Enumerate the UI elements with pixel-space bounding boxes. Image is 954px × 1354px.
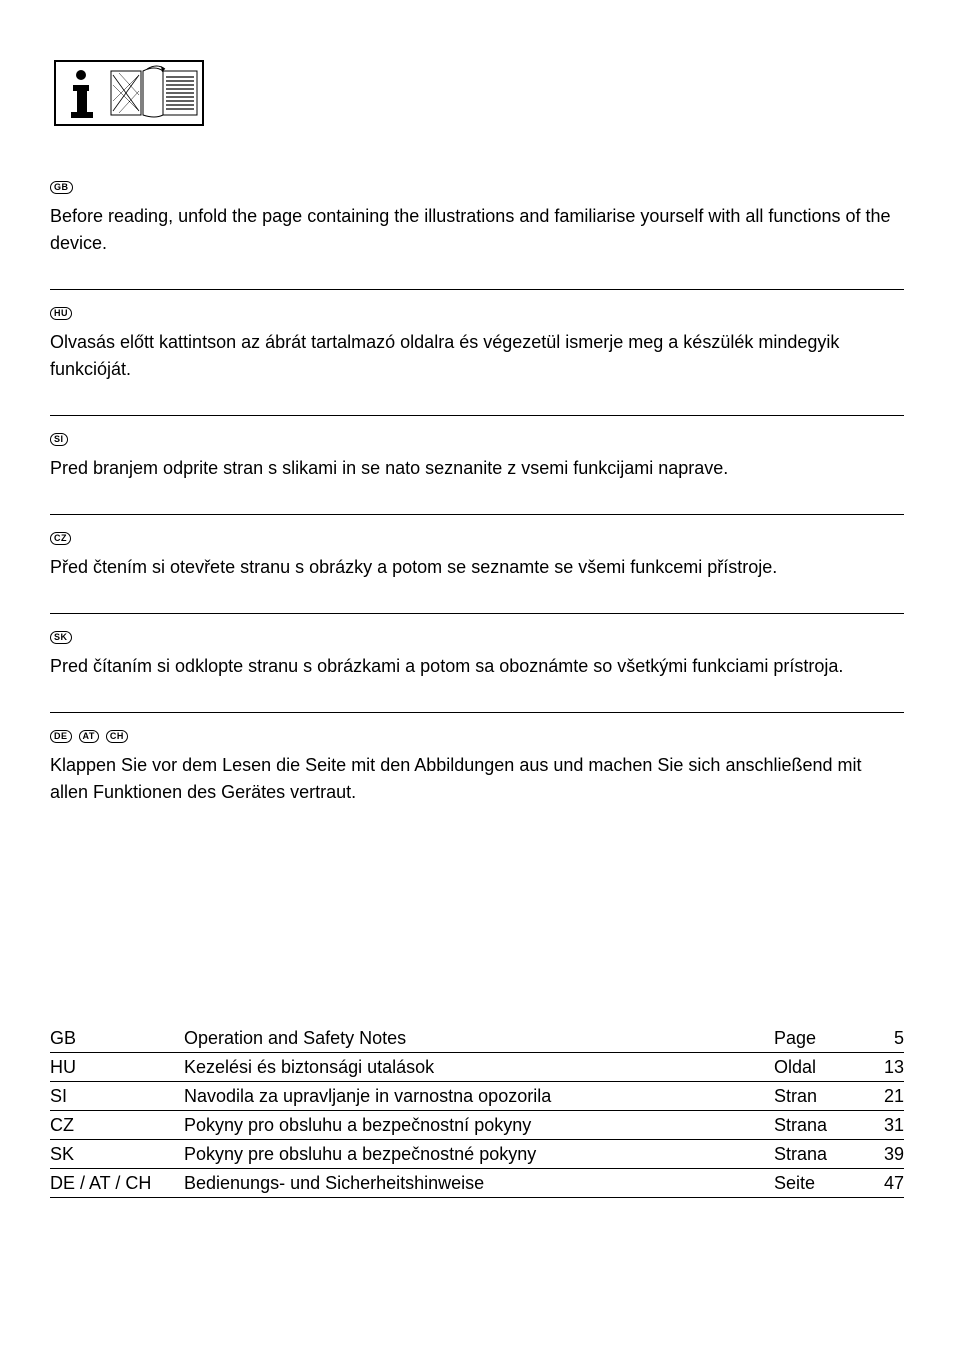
country-pill-sk: SK [50,631,72,644]
country-pill-de: DE [50,730,72,743]
toc-pagenum: 31 [864,1115,904,1136]
toc-desc: Navodila za upravljanje in varnostna opo… [184,1086,774,1107]
country-pill-cz: CZ [50,532,71,545]
divider [50,514,904,515]
toc-row: CZ Pokyny pro obsluhu a bezpečnostní pok… [50,1111,904,1140]
country-pill-at: AT [79,730,99,743]
toc-pagenum: 39 [864,1144,904,1165]
toc-pagenum: 5 [864,1028,904,1049]
toc-row: DE / AT / CH Bedienungs- und Sicherheits… [50,1169,904,1198]
toc-desc: Pokyny pre obsluhu a bezpečnostné pokyny [184,1144,774,1165]
toc-row: GB Operation and Safety Notes Page 5 [50,1024,904,1053]
toc-pagenum: 13 [864,1057,904,1078]
toc-pagelabel: Strana [774,1144,864,1165]
lang-section-cz: CZ Před čtením si otevřete stranu s obrá… [50,527,904,599]
toc-desc: Kezelési és biztonsági utalások [184,1057,774,1078]
lang-section-gb: GB Before reading, unfold the page conta… [50,176,904,275]
pill-row: CZ [50,527,904,548]
divider [50,289,904,290]
section-text: Pred branjem odprite stran s slikami in … [50,455,904,482]
divider [50,712,904,713]
pill-row: DE AT CH [50,725,904,746]
toc-lang: SI [50,1086,184,1107]
toc-desc: Bedienungs- und Sicherheitshinweise [184,1173,774,1194]
country-pill-si: SI [50,433,68,446]
lang-section-sk: SK Pred čítaním si odklopte stranu s obr… [50,626,904,698]
pill-row: SK [50,626,904,647]
divider [50,613,904,614]
toc-lang: CZ [50,1115,184,1136]
toc-lang: SK [50,1144,184,1165]
toc-row: SK Pokyny pre obsluhu a bezpečnostné pok… [50,1140,904,1169]
toc-lang: GB [50,1028,184,1049]
pill-row: GB [50,176,904,197]
toc-pagenum: 47 [864,1173,904,1194]
section-text: Before reading, unfold the page containi… [50,203,904,257]
lang-section-hu: HU Olvasás előtt kattintson az ábrát tar… [50,302,904,401]
toc-row: SI Navodila za upravljanje in varnostna … [50,1082,904,1111]
divider [50,415,904,416]
toc-lang: HU [50,1057,184,1078]
country-pill-ch: CH [106,730,128,743]
toc-pagelabel: Oldal [774,1057,864,1078]
toc-desc: Operation and Safety Notes [184,1028,774,1049]
section-text: Olvasás előtt kattintson az ábrát tartal… [50,329,904,383]
section-text: Klappen Sie vor dem Lesen die Seite mit … [50,752,904,806]
pill-row: HU [50,302,904,323]
info-letter-icon [59,65,103,121]
toc-pagelabel: Seite [774,1173,864,1194]
toc-row: HU Kezelési és biztonsági utalások Oldal… [50,1053,904,1082]
country-pill-hu: HU [50,307,72,320]
toc-desc: Pokyny pro obsluhu a bezpečnostní pokyny [184,1115,774,1136]
section-text: Před čtením si otevřete stranu s obrázky… [50,554,904,581]
toc-lang: DE / AT / CH [50,1173,184,1194]
foldout-icon [109,65,199,121]
info-box [54,60,204,126]
toc-pagelabel: Strana [774,1115,864,1136]
pill-row: SI [50,428,904,449]
section-text: Pred čítaním si odklopte stranu s obrázk… [50,653,904,680]
lang-section-deatch: DE AT CH Klappen Sie vor dem Lesen die S… [50,725,904,824]
lang-section-si: SI Pred branjem odprite stran s slikami … [50,428,904,500]
toc-table: GB Operation and Safety Notes Page 5 HU … [50,1024,904,1198]
toc-pagelabel: Page [774,1028,864,1049]
toc-pagelabel: Stran [774,1086,864,1107]
country-pill-gb: GB [50,181,73,194]
toc-pagenum: 21 [864,1086,904,1107]
